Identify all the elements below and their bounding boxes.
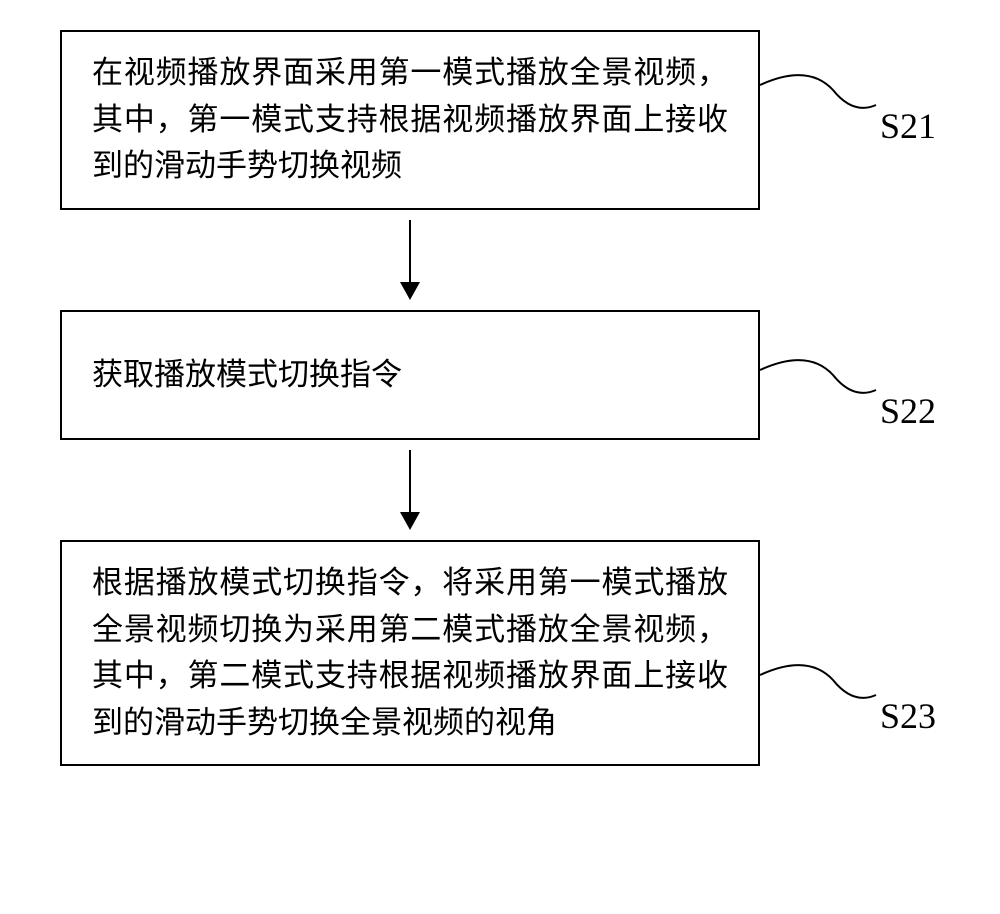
flowchart-node-s22: 获取播放模式切换指令 <box>60 310 760 441</box>
node-text: 在视频播放界面采用第一模式播放全景视频，其中，第一模式支持根据视频播放界面上接收… <box>92 50 728 190</box>
connector-s23 <box>758 645 878 725</box>
step-label-s21: S21 <box>880 105 936 147</box>
arrow-head-icon <box>400 282 420 300</box>
connector-s21 <box>758 55 878 135</box>
node-text: 获取播放模式切换指令 <box>92 352 728 399</box>
arrow-s22-to-s23 <box>60 440 760 540</box>
arrow-line <box>409 220 411 284</box>
flowchart-node-s23: 根据播放模式切换指令，将采用第一模式播放全景视频切换为采用第二模式播放全景视频，… <box>60 540 760 766</box>
node-text: 根据播放模式切换指令，将采用第一模式播放全景视频切换为采用第二模式播放全景视频，… <box>92 560 728 746</box>
step-label-s23: S23 <box>880 695 936 737</box>
arrow-head-icon <box>400 512 420 530</box>
connector-s22 <box>758 340 878 420</box>
flowchart-node-s21: 在视频播放界面采用第一模式播放全景视频，其中，第一模式支持根据视频播放界面上接收… <box>60 30 760 210</box>
arrow-s21-to-s22 <box>60 210 760 310</box>
arrow-line <box>409 450 411 514</box>
step-label-s22: S22 <box>880 390 936 432</box>
